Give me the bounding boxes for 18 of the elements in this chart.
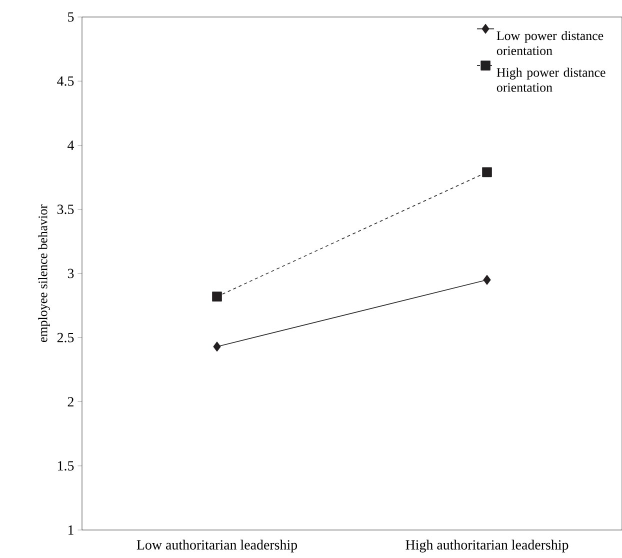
y-tick-label: 4 bbox=[68, 140, 74, 150]
x-tick-label: High authoritarian leadership bbox=[406, 540, 568, 552]
y-tick-label: 1.5 bbox=[58, 461, 74, 471]
x-tick-label: Low authoritarian leadership bbox=[136, 540, 298, 552]
y-tick-label: 1 bbox=[68, 525, 74, 535]
legend-label: High power distance orientation bbox=[496, 68, 606, 92]
y-tick-label: 2.5 bbox=[57, 332, 74, 342]
y-tick-label: 3 bbox=[68, 268, 74, 278]
legend-label: Low power distance orientation bbox=[496, 31, 604, 56]
point bbox=[483, 275, 491, 285]
point bbox=[212, 292, 222, 302]
y-axis-title: employee silence behavior bbox=[38, 204, 50, 342]
point bbox=[213, 342, 221, 352]
y-tick-label: 4.5 bbox=[57, 76, 74, 86]
y-tick-label: 2 bbox=[68, 397, 74, 406]
point bbox=[482, 167, 492, 178]
y-tick-label: 3.5 bbox=[57, 204, 74, 214]
y-tick-label: 5 bbox=[68, 12, 74, 22]
